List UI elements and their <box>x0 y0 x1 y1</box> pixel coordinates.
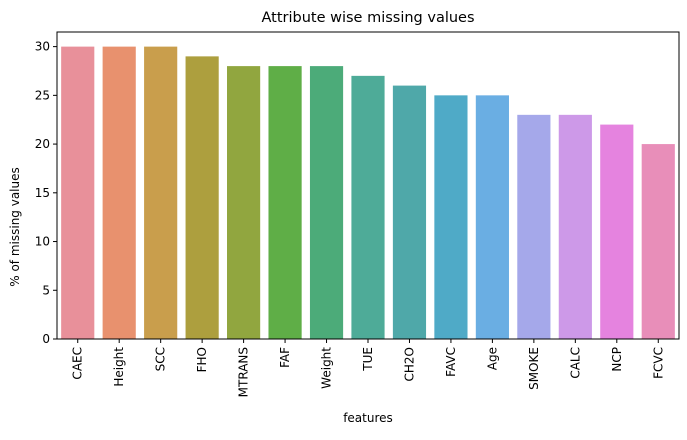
x-tick-label-height: Height <box>112 347 126 387</box>
bars-layer <box>61 46 675 340</box>
x-tick-label-age: Age <box>485 347 499 370</box>
bar-weight <box>309 66 344 340</box>
chart-title: Attribute wise missing values <box>261 10 474 26</box>
x-tick-label-calc: CALC <box>568 347 582 379</box>
y-tick-label: 30 <box>35 40 50 54</box>
x-tick-label-fcvc: FCVC <box>651 347 665 379</box>
y-axis-label: % of missing values <box>8 167 22 287</box>
bar-smoke <box>517 114 551 339</box>
axes-layer: CAEC Height SCC FHO MTRANS FAF Weight TUE CH2O FA… <box>35 31 680 397</box>
x-tick-label-faf: FAF <box>278 347 292 368</box>
bar-faf <box>268 66 302 340</box>
bar-favc <box>434 95 468 339</box>
x-axis-label: features <box>343 411 393 425</box>
y-tick-label: 10 <box>35 235 50 249</box>
bar-height <box>102 46 136 340</box>
x-tick-label-weight: Weight <box>320 347 334 389</box>
bar-fho <box>185 56 219 340</box>
x-tick-label-smoke: SMOKE <box>527 347 541 390</box>
bar-ch2o <box>392 85 427 339</box>
bar-ncp <box>600 124 634 339</box>
x-tick-label-mtrans: MTRANS <box>237 347 251 397</box>
y-tick-label: 15 <box>35 186 50 200</box>
bar-mtrans <box>227 66 261 340</box>
x-tick-label-ch2o: CH2O <box>402 347 416 381</box>
x-tick-label-favc: FAVC <box>444 347 458 377</box>
y-tick-label: 5 <box>42 283 50 297</box>
bar-age <box>475 95 509 339</box>
x-tick-label-ncp: NCP <box>610 347 624 372</box>
x-tick-label-tue: TUE <box>361 347 375 372</box>
bar-fcvc <box>641 144 675 339</box>
bar-caec <box>61 46 95 340</box>
x-tick-label-fho: FHO <box>195 347 209 372</box>
bar-tue <box>351 75 385 340</box>
x-tick-label-scc: SCC <box>154 347 168 371</box>
plot-frame <box>56 31 680 340</box>
y-tick-label: 0 <box>42 332 50 346</box>
y-tick-label: 25 <box>35 88 50 102</box>
x-tick-label-caec: CAEC <box>71 347 85 380</box>
bar-calc <box>558 114 592 339</box>
y-tick-label: 20 <box>35 137 50 151</box>
bar-scc <box>144 46 178 340</box>
